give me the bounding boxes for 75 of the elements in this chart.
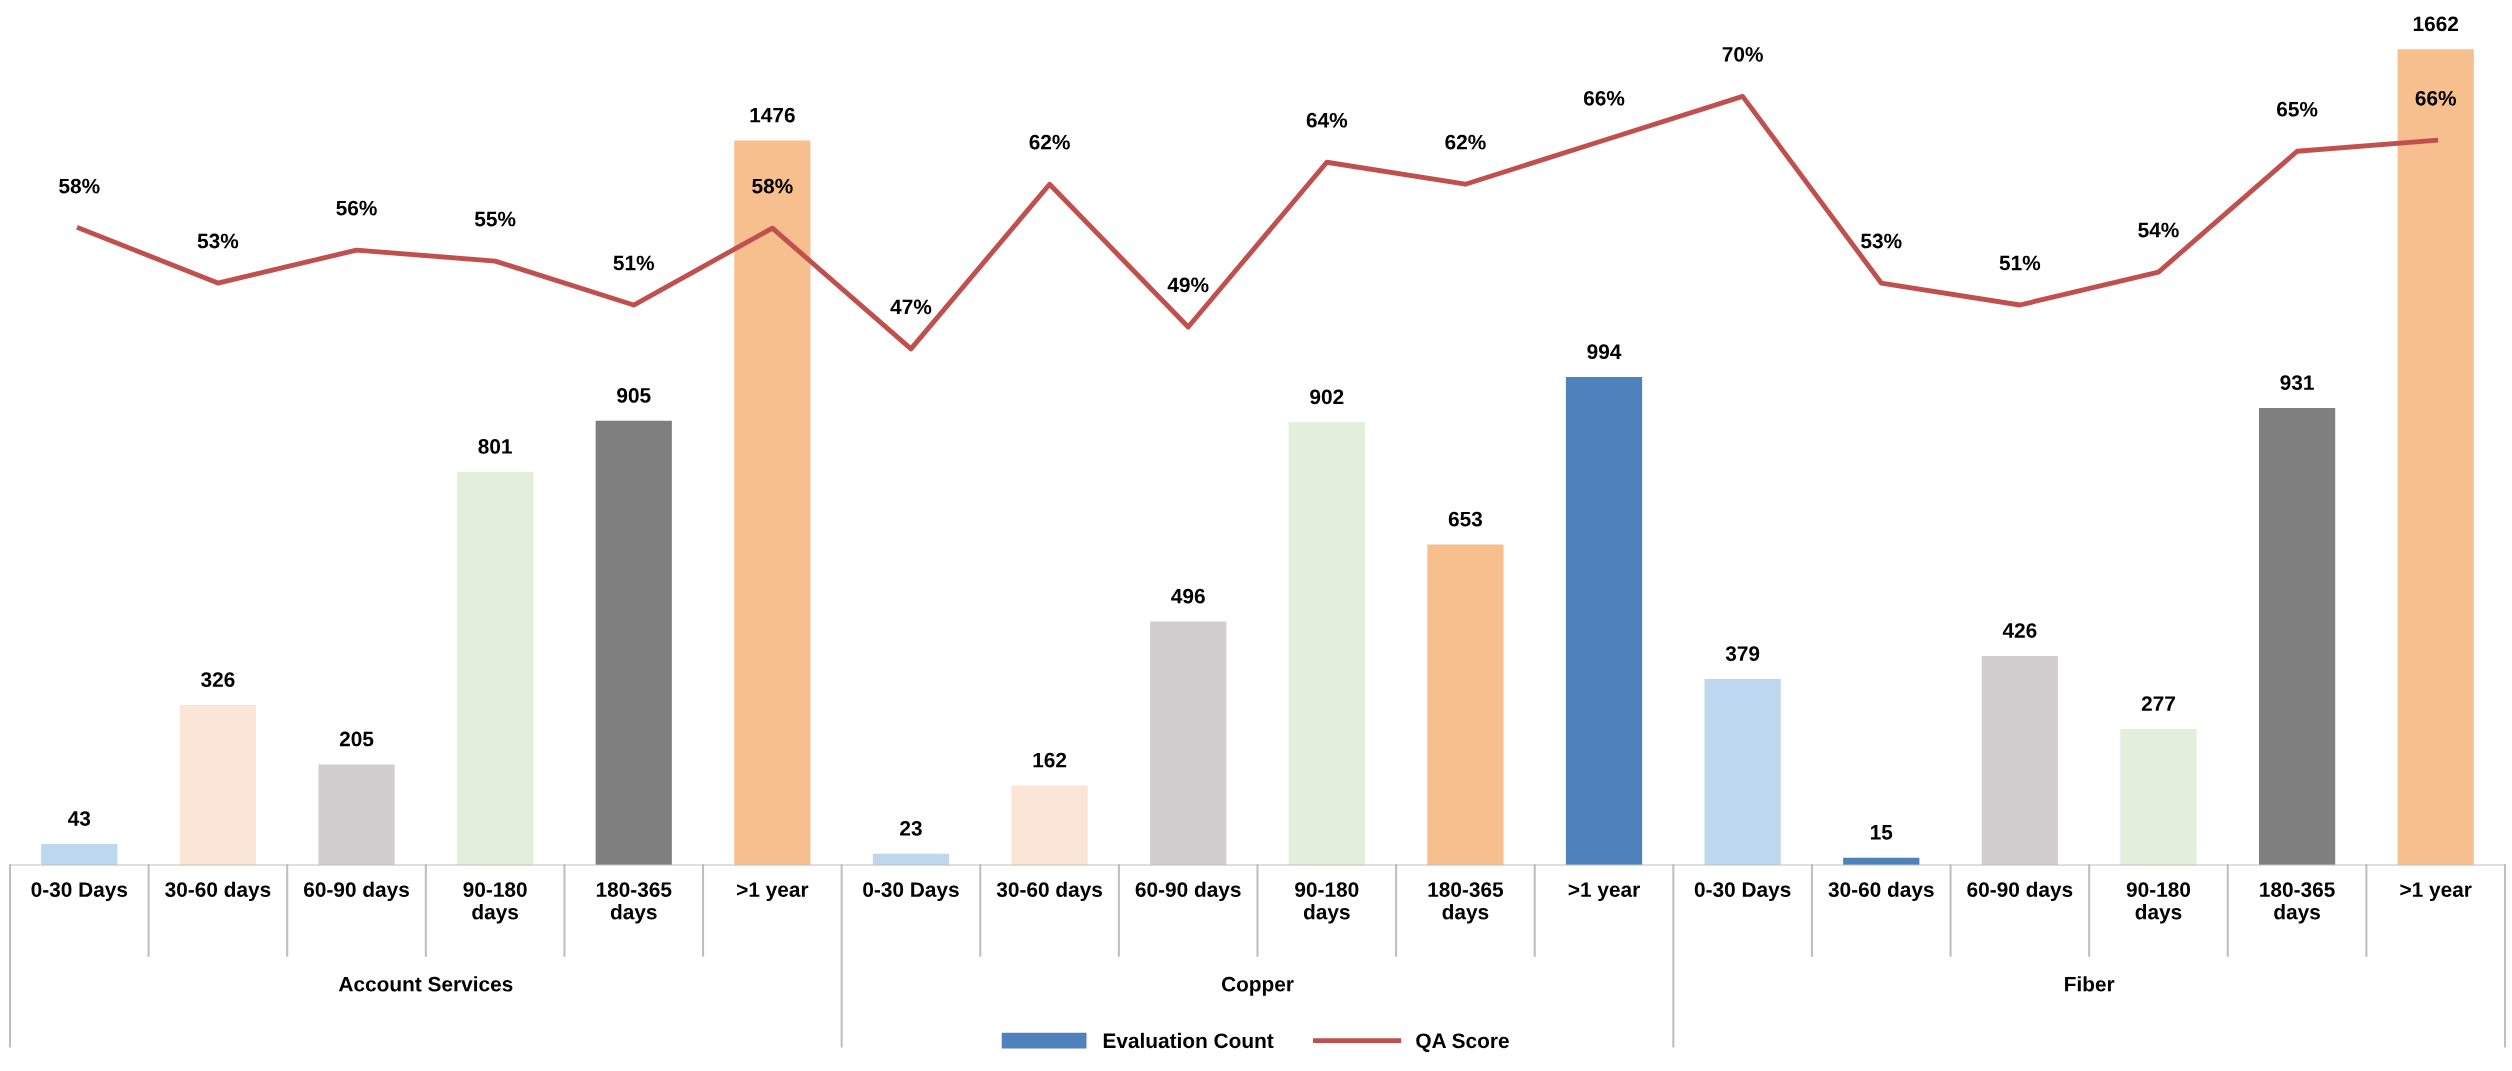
bar — [1011, 785, 1088, 865]
data-label: 53% — [1861, 233, 1902, 249]
data-label: 326 — [201, 672, 235, 687]
data-label: 277 — [2141, 696, 2175, 711]
x-tick-label: >1 year — [737, 882, 809, 902]
data-label: 58% — [752, 178, 793, 194]
data-label: 55% — [474, 211, 516, 227]
x-tick-label: 60-90 days — [1967, 881, 2073, 902]
data-label: 653 — [1448, 511, 1483, 527]
data-label: 56% — [336, 200, 377, 216]
data-label: 902 — [1310, 389, 1344, 405]
data-label: 51% — [1999, 255, 2041, 271]
bar — [457, 471, 534, 865]
data-label: 49% — [1167, 277, 1209, 293]
text: Account Services — [338, 976, 513, 992]
data-label: 23 — [900, 820, 922, 836]
bar — [1288, 422, 1365, 865]
bar — [2258, 408, 2336, 865]
legend-label: Evaluation Count — [1103, 1032, 1274, 1049]
x-tick-label: 90-180 days — [2126, 882, 2191, 924]
data-label: 1662 — [2413, 16, 2459, 32]
x-tick-label: 30-60 days — [996, 881, 1103, 902]
x-tick-label: 60-90 days — [1135, 881, 1241, 902]
bar — [1704, 678, 1781, 865]
data-label: 15 — [1870, 825, 1893, 840]
bar — [1981, 655, 2058, 865]
x-tick-label: 30-60 days — [1828, 881, 1934, 902]
data-label: 51% — [613, 255, 655, 271]
data-label: 43 — [68, 811, 91, 826]
x-tick-label: 180-365 days — [2260, 882, 2335, 924]
data-label: 58% — [59, 178, 100, 194]
bar — [1565, 377, 1643, 865]
text: Copper — [1221, 976, 1294, 996]
bar — [595, 420, 672, 865]
bar — [318, 764, 395, 865]
data-label: 47% — [890, 299, 932, 315]
x-tick-label: >1 year — [2400, 882, 2472, 902]
x-tick-label: 90-180 days — [463, 882, 527, 924]
x-tick-label: 0-30 Days — [1694, 882, 1791, 902]
data-label: 65% — [2277, 101, 2318, 117]
bar — [179, 704, 257, 865]
data-label: 379 — [1725, 646, 1760, 661]
data-label: 496 — [1171, 588, 1205, 604]
legend-label: QA Score — [1416, 1033, 1509, 1053]
data-label: 426 — [2002, 623, 2037, 638]
data-label: 994 — [1587, 344, 1622, 360]
text: Fiber — [2065, 976, 2115, 992]
x-tick-label: 90-180 days — [1295, 882, 1359, 924]
bar — [41, 843, 118, 865]
data-label: 1476 — [750, 107, 795, 123]
data-label: 66% — [1583, 90, 1625, 106]
data-label: 54% — [2138, 222, 2179, 238]
x-tick-label: >1 year — [1568, 882, 1640, 902]
bar — [2397, 49, 2474, 865]
bar — [734, 140, 811, 865]
bar — [2120, 729, 2197, 865]
bar — [1427, 544, 1504, 865]
data-label: 62% — [1029, 134, 1070, 150]
x-tick-label: 0-30 Days — [863, 882, 959, 902]
data-label: 162 — [1033, 752, 1067, 768]
data-label: 205 — [339, 731, 374, 747]
data-label: 53% — [197, 233, 239, 249]
bar — [1150, 621, 1227, 865]
data-label: 66% — [2415, 90, 2456, 106]
x-tick-label: 60-90 days — [304, 881, 409, 902]
x-tick-label: 180-365 days — [596, 882, 672, 924]
x-tick-label: 180-365 days — [1428, 882, 1504, 924]
x-tick-label: 30-60 days — [165, 881, 271, 902]
data-label: 64% — [1306, 112, 1348, 128]
x-tick-label: 0-30 Days — [31, 882, 128, 902]
data-label: 801 — [478, 439, 512, 454]
data-label: 905 — [617, 388, 651, 403]
data-label: 931 — [2280, 375, 2314, 391]
data-label: 70% — [1722, 46, 1763, 62]
data-label: 62% — [1445, 134, 1486, 150]
